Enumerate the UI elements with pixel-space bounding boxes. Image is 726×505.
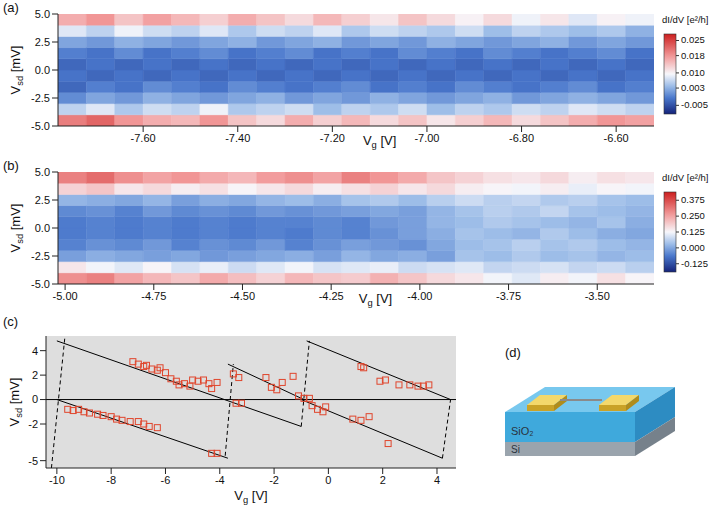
svg-text:0.125: 0.125	[681, 226, 705, 237]
svg-text:-2: -2	[269, 474, 279, 486]
svg-text:-4: -4	[215, 474, 225, 486]
html-text:Vg[V]: Vg[V]	[358, 291, 393, 308]
html-text:V: V	[7, 85, 23, 95]
svg-text:-4.50: -4.50	[230, 290, 255, 302]
svg-text:2: 2	[380, 474, 386, 486]
html-text:[mV]: [mV]	[7, 45, 23, 76]
html-text:dI/dV [e²/h]: dI/dV [e²/h]	[662, 172, 709, 183]
svg-text:-3.75: -3.75	[496, 290, 521, 302]
svg-text:0.018: 0.018	[681, 50, 705, 61]
svg-text:-3.50: -3.50	[585, 290, 610, 302]
svg-text:-4.25: -4.25	[319, 290, 344, 302]
svg-text:2: 2	[32, 369, 38, 381]
svg-text:2.5: 2.5	[35, 194, 50, 206]
svg-text:-0.005: -0.005	[681, 99, 708, 110]
html-text:Vg[V]: Vg[V]	[362, 133, 397, 150]
html-text:(c): (c)	[3, 314, 19, 329]
html-text:(b): (b)	[3, 158, 19, 173]
svg-text:5.0: 5.0	[35, 166, 50, 178]
svg-text:-4.75: -4.75	[141, 290, 166, 302]
svg-text:-7.40: -7.40	[225, 132, 250, 144]
svg-text:Si: Si	[511, 444, 520, 455]
svg-text:-5.0: -5.0	[31, 120, 50, 132]
svg-text:0.003: 0.003	[681, 82, 705, 93]
svg-text:5.0: 5.0	[35, 8, 50, 20]
html-text:dI/dV [e²/h]: dI/dV [e²/h]	[662, 14, 709, 25]
html-text:(a): (a)	[3, 0, 19, 15]
svg-text:0.250: 0.250	[681, 210, 705, 221]
html-text:V: V	[6, 417, 22, 427]
svg-text:-5.00: -5.00	[53, 290, 78, 302]
svg-text:0.375: 0.375	[681, 194, 705, 205]
svg-text:-6.60: -6.60	[604, 132, 629, 144]
html-text:[mV]: [mV]	[7, 203, 23, 234]
html-text:[mV]: [mV]	[6, 377, 22, 408]
svg-text:0.010: 0.010	[681, 67, 705, 78]
svg-text:-0.125: -0.125	[681, 258, 708, 269]
svg-text:-2.5: -2.5	[31, 92, 50, 104]
html-text:sd: sd	[14, 75, 25, 86]
svg-text:-4.00: -4.00	[407, 290, 432, 302]
svg-text:-10: -10	[49, 474, 65, 486]
html-text:V: V	[7, 243, 23, 253]
svg-text:0.000: 0.000	[681, 242, 705, 253]
svg-text:0: 0	[325, 474, 331, 486]
svg-text:0: 0	[32, 393, 38, 405]
svg-text:4: 4	[32, 345, 38, 357]
svg-text:-5.0: -5.0	[31, 278, 50, 290]
svg-text:-5: -5	[28, 455, 38, 467]
svg-text:0.025: 0.025	[681, 34, 705, 45]
svg-text:4: 4	[434, 474, 440, 486]
svg-text:0.0: 0.0	[35, 222, 50, 234]
svg-text:-7.60: -7.60	[131, 132, 156, 144]
svg-text:-6.80: -6.80	[509, 132, 534, 144]
svg-text:-2.5: -2.5	[31, 250, 50, 262]
svg-text:-2: -2	[28, 418, 38, 430]
html-text:Vg[V]: Vg[V]	[234, 488, 268, 505]
html-text:(d): (d)	[505, 345, 521, 360]
html-text:sd: sd	[13, 407, 24, 418]
svg-text:-7.00: -7.00	[414, 132, 439, 144]
svg-text:SiO₂: SiO₂	[511, 425, 534, 437]
svg-text:-7.20: -7.20	[320, 132, 345, 144]
svg-text:0.0: 0.0	[35, 64, 50, 76]
svg-text:-8: -8	[106, 474, 116, 486]
svg-text:-6: -6	[161, 474, 171, 486]
html-text:sd: sd	[14, 233, 25, 244]
svg-text:2.5: 2.5	[35, 36, 50, 48]
